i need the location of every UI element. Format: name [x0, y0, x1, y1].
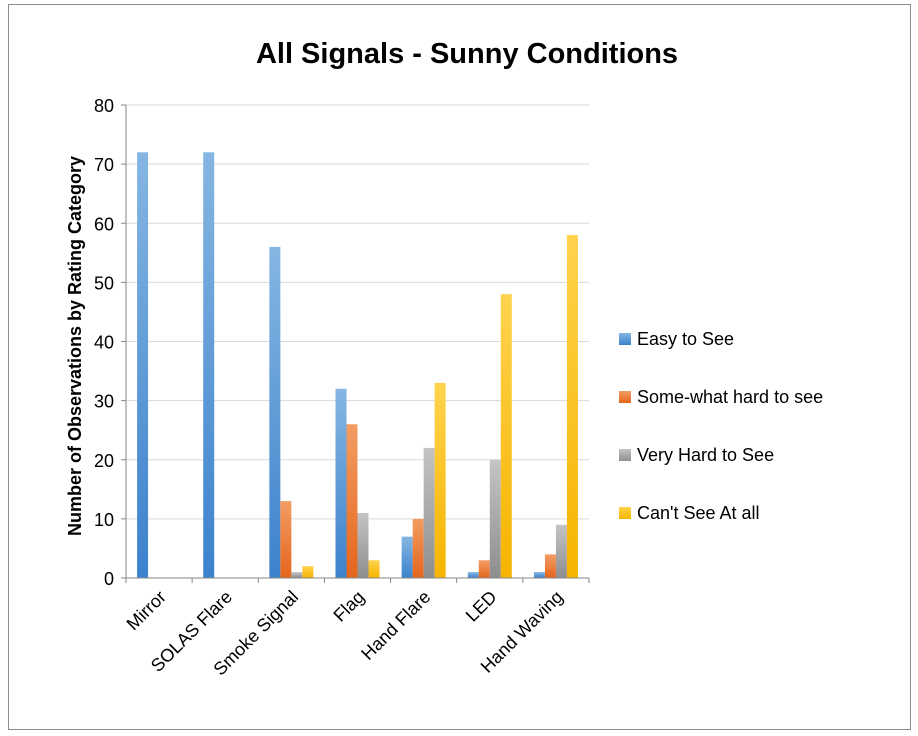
bar-hand-waving-series-3 [566, 235, 578, 578]
x-tick-label: Hand Flare [357, 587, 434, 664]
bar-flag-series-3 [368, 560, 380, 578]
bar-led-series-3 [500, 294, 512, 578]
y-tick-label: 60 [94, 214, 114, 234]
legend-label: Can't See At all [637, 503, 760, 523]
bar-flag-series-1 [346, 424, 358, 578]
legend-swatch [619, 507, 631, 519]
bar-flag-series-0 [335, 388, 347, 578]
bar-mirror-series-0 [137, 152, 149, 579]
y-tick-label: 20 [94, 451, 114, 471]
bar-smoke-signal-series-2 [291, 572, 303, 578]
y-axis-label: Number of Observations by Rating Categor… [65, 156, 85, 536]
grid-lines [126, 104, 589, 520]
y-tick-label: 30 [94, 392, 114, 412]
y-tick-label: 40 [94, 333, 114, 353]
bar-hand-waving-series-0 [533, 572, 545, 578]
bar-hand-waving-series-2 [555, 524, 567, 578]
legend-label: Very Hard to See [637, 445, 774, 465]
y-tick-label: 10 [94, 510, 114, 530]
y-tick-label: 70 [94, 155, 114, 175]
bar-smoke-signal-series-0 [269, 246, 281, 578]
legend-swatch [619, 391, 631, 403]
bar-hand-flare-series-0 [401, 536, 413, 578]
y-tick-label: 0 [104, 569, 114, 589]
x-tick-label: LED [462, 587, 501, 626]
chart-frame: All Signals - Sunny Conditions Number of… [8, 4, 911, 730]
legend-swatch [619, 333, 631, 345]
bar-hand-flare-series-1 [412, 518, 424, 578]
bar-smoke-signal-series-3 [302, 566, 314, 578]
legend-label: Easy to See [637, 329, 734, 349]
bar-led-series-2 [489, 459, 501, 578]
chart-title: All Signals - Sunny Conditions [256, 38, 678, 70]
chart-svg: All Signals - Sunny Conditions Number of… [65, 38, 823, 680]
legend: Easy to See Some-what hard to see Very Har… [619, 329, 823, 523]
y-tick-label: 50 [94, 273, 114, 293]
bar-hand-waving-series-1 [544, 554, 556, 578]
bar-smoke-signal-series-1 [280, 501, 292, 578]
bar-led-series-0 [467, 572, 479, 578]
axes [121, 104, 590, 583]
bar-series [137, 152, 578, 579]
legend-label: Some-what hard to see [637, 387, 823, 407]
x-tick-label: Flag [329, 587, 368, 626]
x-tick-label: Mirror [123, 587, 170, 634]
bar-hand-flare-series-3 [434, 382, 446, 578]
legend-swatch [619, 449, 631, 461]
bar-solas-flare-series-0 [203, 152, 215, 579]
y-axis-ticks: 0 10 20 30 40 50 60 70 80 [94, 96, 114, 589]
bar-flag-series-2 [357, 512, 369, 578]
bar-hand-flare-series-2 [423, 447, 435, 578]
y-tick-label: 80 [94, 96, 114, 116]
bar-led-series-1 [478, 560, 490, 578]
